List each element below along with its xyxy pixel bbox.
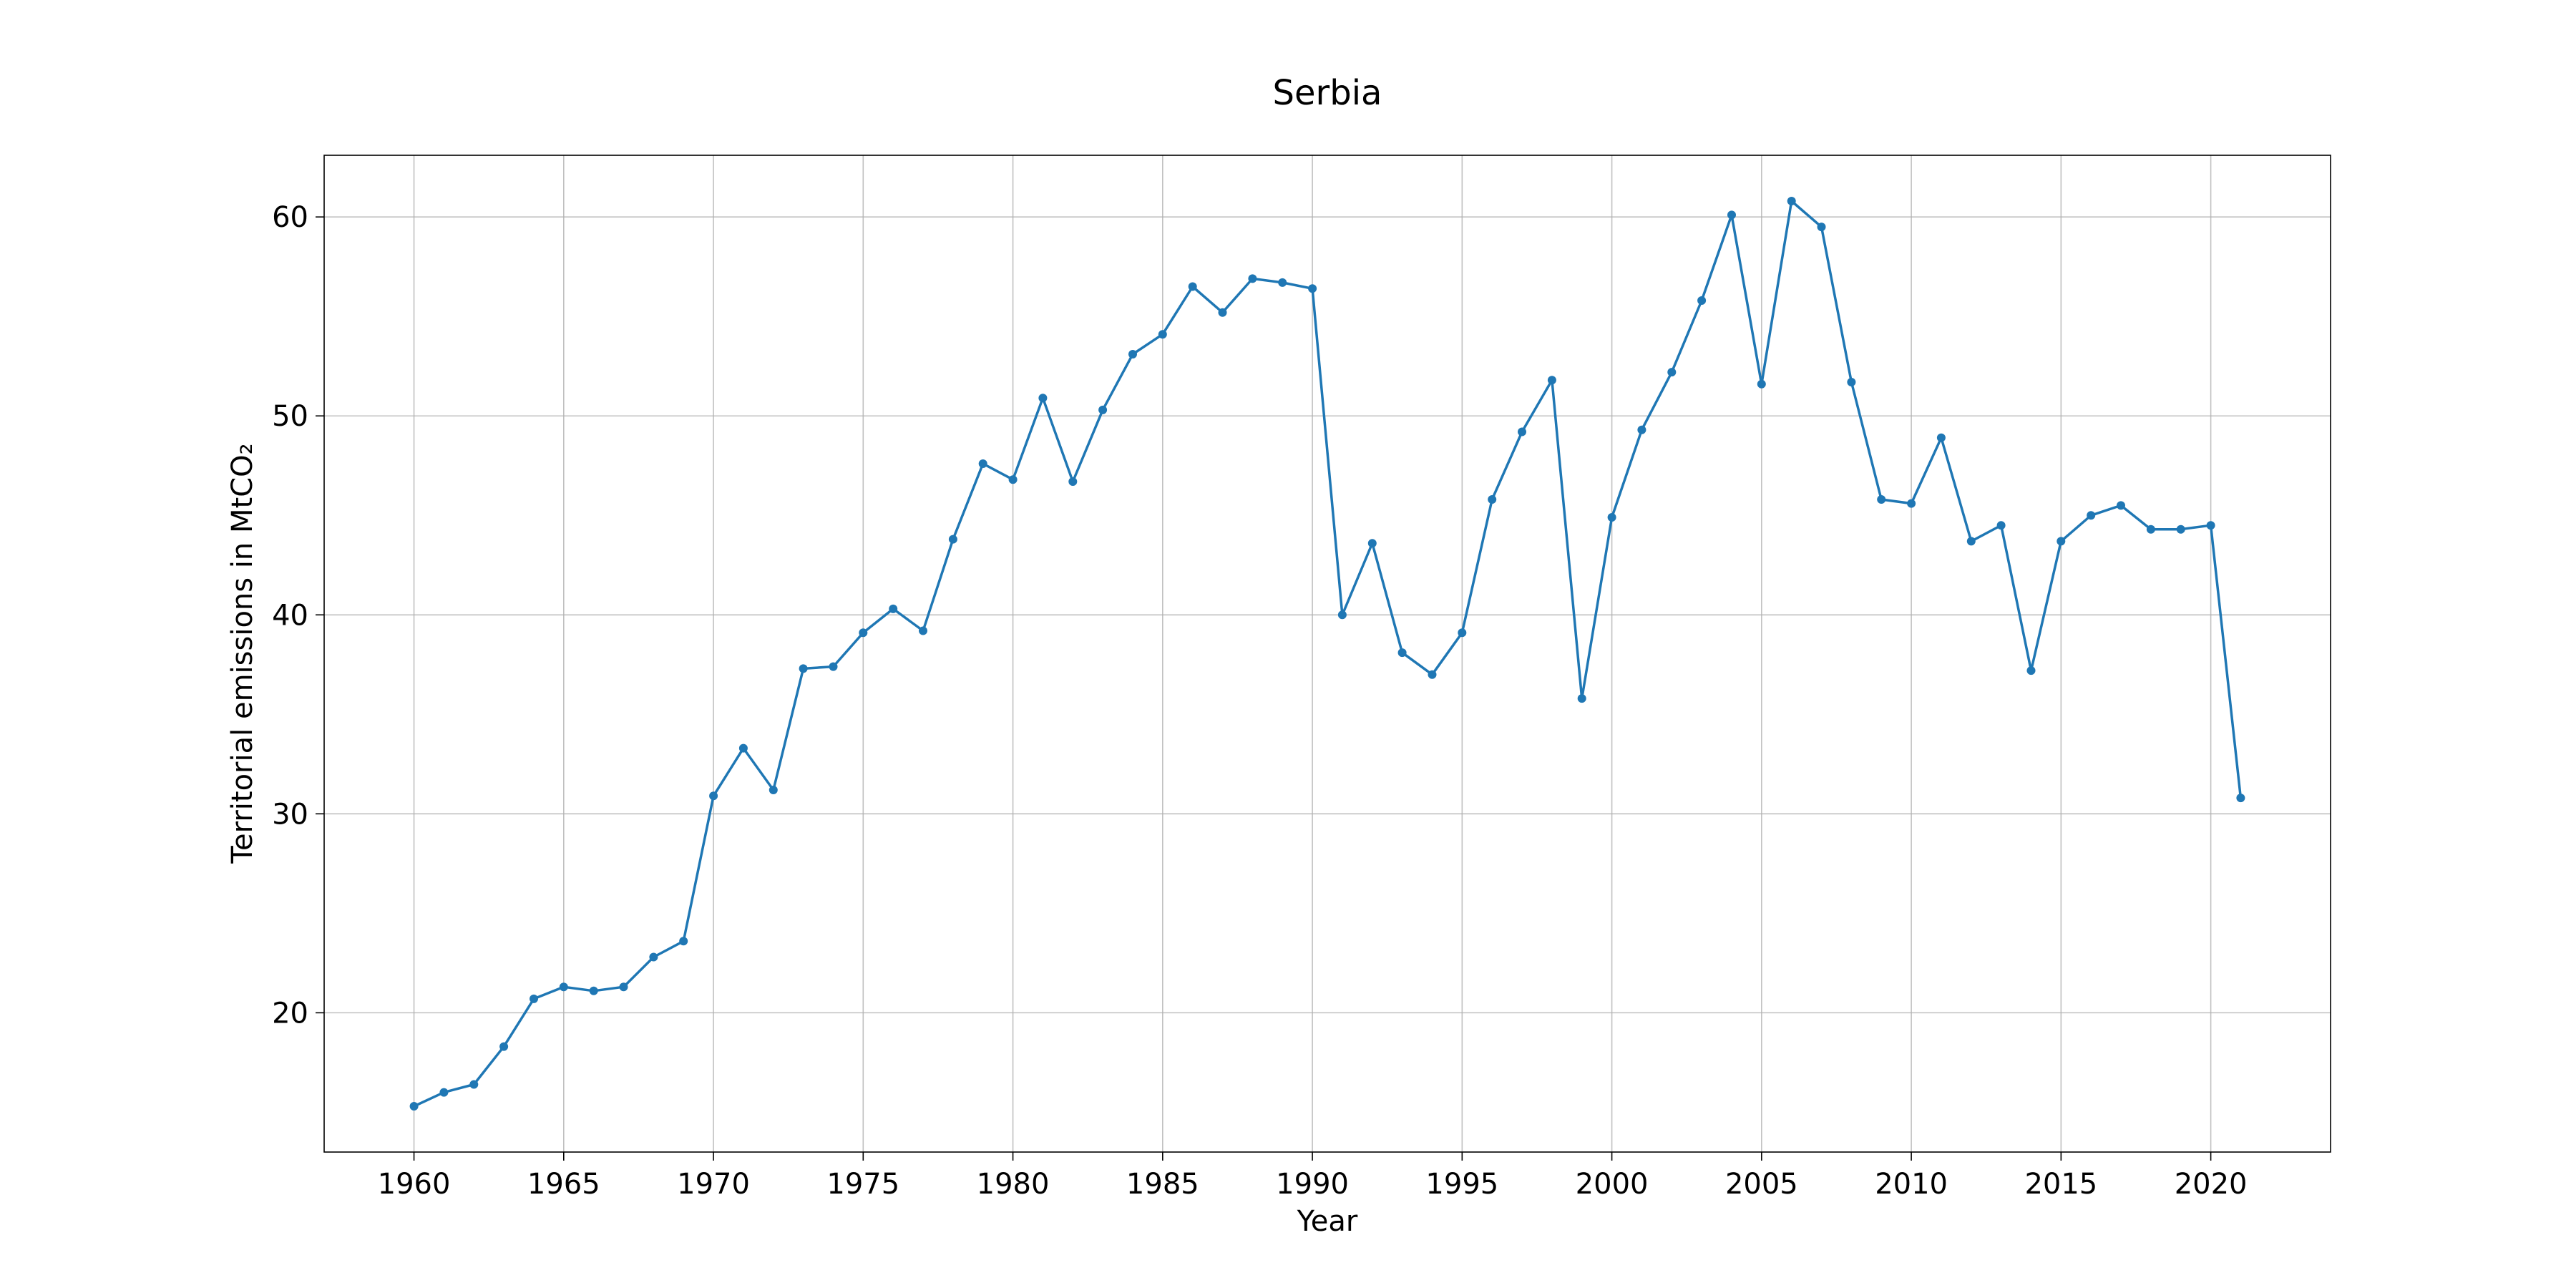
- data-point: [409, 1102, 419, 1111]
- data-point: [1607, 513, 1616, 522]
- y-tick-label: 50: [272, 400, 308, 433]
- x-tick-label: 1990: [1276, 1168, 1349, 1201]
- data-point: [1577, 694, 1586, 703]
- data-point: [589, 986, 598, 995]
- data-point: [1637, 425, 1646, 434]
- data-point: [2236, 794, 2245, 803]
- data-point: [829, 662, 838, 671]
- x-tick-label: 1970: [677, 1168, 750, 1201]
- data-point: [2146, 525, 2155, 534]
- data-point: [1278, 278, 1287, 287]
- x-axis-label: Year: [1297, 1205, 1358, 1238]
- x-tick-label: 2020: [2175, 1168, 2248, 1201]
- data-point: [859, 628, 868, 638]
- data-point: [1727, 210, 1736, 220]
- y-axis-label: Territorial emissions in MtCO₂: [226, 443, 259, 864]
- data-point: [1008, 475, 1018, 484]
- data-point: [919, 626, 927, 635]
- x-tick-label: 1995: [1425, 1168, 1498, 1201]
- data-point: [1248, 274, 1257, 283]
- x-tick-label: 2005: [1725, 1168, 1798, 1201]
- data-point: [1518, 427, 1526, 436]
- data-point: [769, 786, 778, 794]
- data-point: [499, 1042, 509, 1051]
- data-point: [2026, 666, 2036, 675]
- x-tick-label: 1985: [1126, 1168, 1199, 1201]
- axis-ticks: 1960 1965 1970 1975 1980 1985 1990 1995 2000 2005…: [272, 201, 2247, 1201]
- data-point: [2206, 521, 2215, 530]
- data-point: [1038, 394, 1048, 403]
- data-point: [559, 982, 568, 992]
- data-point: [1697, 296, 1707, 305]
- data-point: [1098, 405, 1108, 414]
- x-tick-label: 1980: [977, 1168, 1050, 1201]
- data-point: [1877, 495, 1886, 504]
- y-tick-label: 40: [272, 599, 308, 632]
- data-point: [1757, 379, 1766, 389]
- data-point: [1458, 628, 1467, 638]
- data-point: [1068, 477, 1078, 486]
- data-point: [649, 952, 658, 962]
- x-tick-label: 2015: [2024, 1168, 2097, 1201]
- data-point: [948, 535, 957, 544]
- data-point: [1128, 350, 1137, 358]
- data-point: [1966, 537, 1976, 546]
- data-point: [679, 937, 688, 946]
- x-tick-label: 2010: [1875, 1168, 1948, 1201]
- data-point: [619, 982, 628, 992]
- data-point: [709, 791, 718, 801]
- data-point: [1337, 610, 1347, 620]
- data-point: [2057, 537, 2066, 546]
- data-point: [1667, 368, 1677, 377]
- x-tick-label: 1960: [378, 1168, 451, 1201]
- x-tick-label: 1965: [527, 1168, 600, 1201]
- data-point: [1218, 308, 1227, 317]
- chart-title: Serbia: [1273, 73, 1382, 113]
- data-point: [2176, 525, 2185, 534]
- data-point: [439, 1088, 449, 1097]
- y-tick-label: 20: [272, 997, 308, 1030]
- data-point: [1547, 376, 1556, 385]
- plot-area-frame: [323, 155, 2331, 1153]
- data-point: [1188, 282, 1197, 291]
- y-tick-label: 30: [272, 798, 308, 831]
- data-point: [799, 664, 808, 673]
- data-point: [1847, 378, 1856, 386]
- data-point: [1488, 495, 1497, 504]
- data-point: [1907, 499, 1916, 508]
- data-point: [1397, 648, 1407, 658]
- data-point: [530, 994, 538, 1003]
- data-point: [2117, 501, 2125, 510]
- data-point: [889, 604, 898, 613]
- data-point: [1428, 670, 1437, 679]
- data-point: [1158, 330, 1167, 339]
- data-point: [1936, 433, 1946, 442]
- data-point: [1817, 223, 1826, 232]
- data-point: [978, 459, 987, 468]
- data-point: [738, 743, 748, 753]
- series-group: [409, 197, 2245, 1111]
- data-point: [1996, 521, 2006, 530]
- data-point: [2087, 511, 2096, 520]
- grid-lines: [324, 155, 2331, 1152]
- x-tick-label: 2000: [1576, 1168, 1649, 1201]
- x-tick-label: 1975: [826, 1168, 899, 1201]
- data-point: [1367, 539, 1377, 548]
- data-point: [469, 1080, 479, 1089]
- data-point: [1308, 284, 1317, 293]
- series-line: [412, 200, 2243, 1108]
- y-tick-label: 60: [272, 201, 308, 234]
- data-point: [1787, 197, 1796, 205]
